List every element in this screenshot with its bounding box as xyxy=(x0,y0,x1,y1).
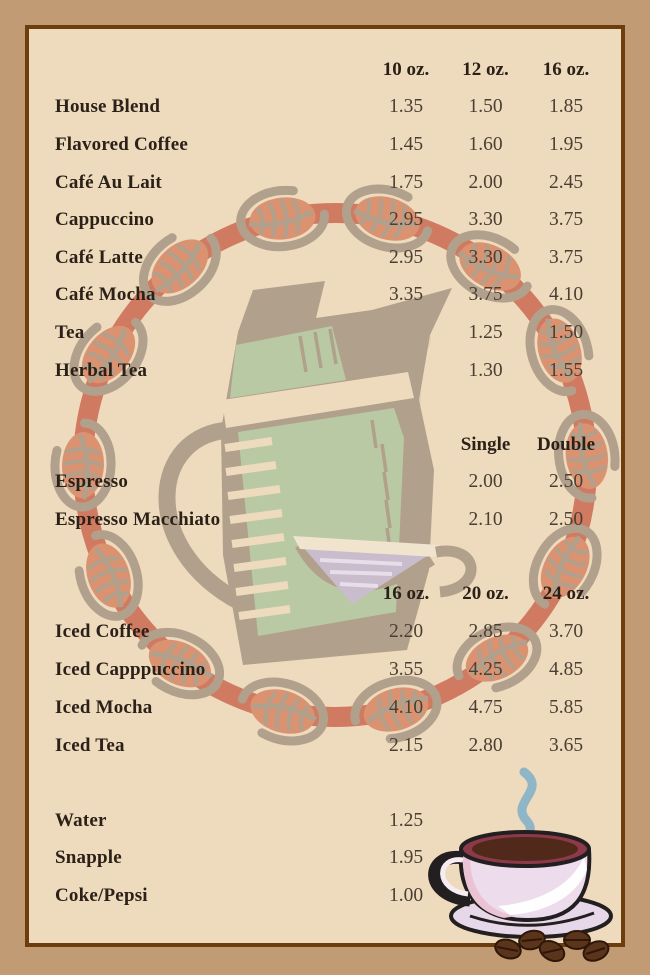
section-other-beverages: Water 1.25 Snapple 1.95 Coke/Pepsi 1.00 xyxy=(29,802,621,915)
item-label: Café Au Lait xyxy=(55,171,162,193)
item-label: Cappuccino xyxy=(55,209,155,231)
size-header: Single xyxy=(460,433,511,455)
item-price: 1.50 xyxy=(548,321,584,343)
item-label: Herbal Tea xyxy=(55,359,148,381)
item-price: 2.45 xyxy=(548,171,584,193)
item-price: 5.85 xyxy=(548,697,584,718)
item-price: 2.50 xyxy=(548,508,584,530)
item-price: 1.75 xyxy=(388,171,424,193)
section-iced-drinks: 16 oz. 20 oz. 24 oz. Iced Coffee 2.20 2.… xyxy=(29,575,621,765)
item-price: 1.00 xyxy=(388,884,424,906)
size-header-row: 16 oz. 20 oz. 24 oz. xyxy=(29,575,621,613)
item-label: House Blend xyxy=(55,96,161,118)
item-price: 2.15 xyxy=(388,735,424,756)
item-price: 1.25 xyxy=(468,321,503,343)
menu-item-row: Iced Tea 2.15 2.80 3.65 xyxy=(29,727,621,765)
size-header: 20 oz. xyxy=(462,583,509,604)
section-espresso: Single Double Espresso 2.00 2.50 Espress… xyxy=(29,426,621,539)
item-price: 4.10 xyxy=(388,697,424,718)
menu-item-row: House Blend 1.35 1.50 1.85 xyxy=(29,89,621,127)
item-price: 3.75 xyxy=(468,284,503,306)
size-header-row: Single Double xyxy=(29,426,621,464)
item-price: 2.10 xyxy=(468,508,503,530)
item-label: Iced Mocha xyxy=(55,697,153,718)
item-price: 4.85 xyxy=(548,659,584,680)
item-price: 2.00 xyxy=(468,471,503,493)
item-price: 3.30 xyxy=(468,246,503,268)
menu-item-row: Herbal Tea 1.30 1.55 xyxy=(29,352,621,390)
item-price: 1.55 xyxy=(548,359,584,381)
item-price: 1.60 xyxy=(468,133,503,155)
item-label: Flavored Coffee xyxy=(55,133,188,155)
item-label: Iced Capppuccino xyxy=(55,659,206,680)
menu-item-row: Iced Mocha 4.10 4.75 5.85 xyxy=(29,689,621,727)
item-label: Iced Tea xyxy=(55,735,125,756)
item-price: 3.75 xyxy=(548,209,584,231)
item-price: 3.55 xyxy=(388,659,424,680)
menu-item-row: Cappuccino 2.95 3.30 3.75 xyxy=(29,201,621,239)
item-price: 1.95 xyxy=(548,133,584,155)
menu-content: 10 oz. 12 oz. 16 oz. House Blend 1.35 1.… xyxy=(29,29,621,943)
item-label: Iced Coffee xyxy=(55,621,150,642)
item-price: 1.30 xyxy=(468,359,503,381)
menu-item-row: Tea 1.25 1.50 xyxy=(29,314,621,352)
size-header: 12 oz. xyxy=(462,58,509,80)
item-price: 2.95 xyxy=(388,209,424,231)
item-label: Espresso Macchiato xyxy=(55,508,221,530)
item-price: 4.25 xyxy=(468,659,503,680)
item-price: 3.35 xyxy=(388,284,424,306)
item-price: 1.25 xyxy=(388,809,424,831)
item-price: 3.70 xyxy=(548,621,584,642)
menu-item-row: Café Au Lait 1.75 2.00 2.45 xyxy=(29,164,621,202)
menu-item-row: Espresso 2.00 2.50 xyxy=(29,464,621,502)
item-price: 1.95 xyxy=(388,847,424,869)
menu-item-row: Café Mocha 3.35 3.75 4.10 xyxy=(29,277,621,315)
item-price: 3.30 xyxy=(468,209,503,231)
item-price: 1.85 xyxy=(548,96,584,118)
item-price: 4.75 xyxy=(468,697,503,718)
size-header: 16 oz. xyxy=(382,583,430,604)
item-label: Snapple xyxy=(55,847,122,869)
item-label: Café Mocha xyxy=(55,284,156,306)
item-price: 3.65 xyxy=(548,735,584,756)
menu-item-row: Water 1.25 xyxy=(29,802,621,840)
item-price: 2.95 xyxy=(388,246,424,268)
menu-item-row: Iced Capppuccino 3.55 4.25 4.85 xyxy=(29,651,621,689)
item-price: 3.75 xyxy=(548,246,584,268)
size-header-row: 10 oz. 12 oz. 16 oz. xyxy=(29,51,621,89)
menu-item-row: Iced Coffee 2.20 2.85 3.70 xyxy=(29,613,621,651)
item-price: 2.50 xyxy=(548,471,584,493)
size-header: 16 oz. xyxy=(542,58,590,80)
item-label: Espresso xyxy=(55,471,129,493)
item-price: 2.85 xyxy=(468,621,503,642)
item-price: 1.35 xyxy=(388,96,424,118)
item-price: 1.50 xyxy=(468,96,503,118)
item-price: 2.00 xyxy=(468,171,503,193)
item-price: 2.20 xyxy=(388,621,424,642)
item-price: 1.45 xyxy=(388,133,424,155)
item-price: 2.80 xyxy=(468,735,503,756)
size-header: 24 oz. xyxy=(542,583,590,604)
item-label: Café Latte xyxy=(55,246,143,268)
menu-item-row: Flavored Coffee 1.45 1.60 1.95 xyxy=(29,126,621,164)
size-header: 10 oz. xyxy=(382,58,430,80)
item-label: Tea xyxy=(55,321,85,343)
menu-item-row: Snapple 1.95 xyxy=(29,840,621,878)
item-label: Water xyxy=(55,809,107,831)
menu-item-row: Espresso Macchiato 2.10 2.50 xyxy=(29,501,621,539)
menu-item-row: Coke/Pepsi 1.00 xyxy=(29,877,621,915)
section-hot-drinks: 10 oz. 12 oz. 16 oz. House Blend 1.35 1.… xyxy=(29,51,621,389)
item-price: 4.10 xyxy=(548,284,584,306)
size-header: Double xyxy=(536,433,596,455)
menu-item-row: Café Latte 2.95 3.30 3.75 xyxy=(29,239,621,277)
item-label: Coke/Pepsi xyxy=(55,884,148,906)
